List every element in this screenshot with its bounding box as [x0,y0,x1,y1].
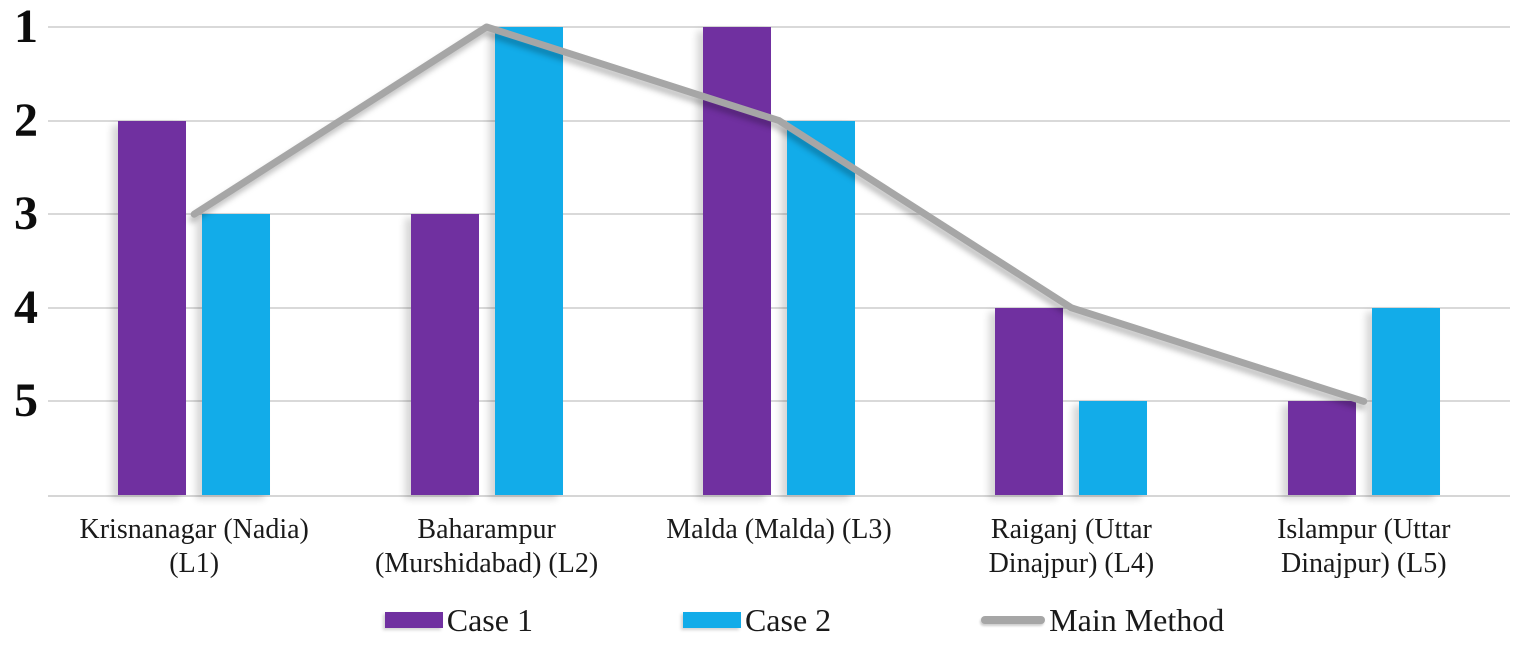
y-tick-label-2: 2 [14,93,38,147]
category-label-line: Krisnanagar (Nadia) [79,514,309,545]
bar-case-2-cat4 [1079,401,1148,495]
bar-case-1-cat4 [995,307,1064,495]
plot-area [48,23,1510,497]
bar-case-1-cat3 [703,27,771,495]
bar-case-2-cat5 [1371,307,1440,495]
legend-item-case-1: Case 1 [384,600,533,640]
legend-bar-swatch-case-1 [384,612,443,628]
legend-label: Main Method [1049,602,1225,638]
legend-item-case-2: Case 2 [682,600,832,640]
legend-item-main-method: Main Method [981,600,1224,640]
bar-case-2-cat3 [787,120,855,495]
category-label-2: Baharampur (Murshidabad) (L2) [337,513,637,581]
bar-case-1-cat5 [1287,401,1356,495]
y-tick-label-4: 4 [14,280,38,334]
category-label-5: Islampur (Uttar Dinajpur) (L5) [1214,513,1514,581]
category-label-line: (Murshidabad) (L2) [375,548,599,579]
category-label-4: Raiganj (Uttar Dinajpur) (L4) [921,513,1221,581]
legend-label: Case 1 [446,602,533,638]
x-axis-line [48,495,1510,497]
category-label-line: (L1) [169,548,220,579]
category-label-line: Islampur (Uttar [1277,514,1451,545]
y-tick-label-3: 3 [14,187,38,241]
y-tick-label-1: 1 [14,0,38,53]
gridline-rank-1 [48,26,1510,28]
bar-case-2-cat1 [202,214,271,495]
gridline-rank-2 [48,119,1510,122]
category-label-line: Dinajpur) (L4) [988,548,1155,579]
legend-line-swatch-main-method [981,616,1046,624]
category-label-3: Malda (Malda) (L3) [629,513,929,547]
legend-label: Case 2 [744,602,832,638]
y-tick-label-5: 5 [14,374,38,428]
category-label-line: Malda (Malda) (L3) [666,514,892,545]
category-label-line: Dinajpur) (L5) [1280,548,1447,579]
bar-case-1-cat1 [118,120,187,495]
category-label-line: Baharampur [417,514,556,545]
legend-bar-swatch-case-2 [682,612,741,628]
category-label-1: Krisnanagar (Nadia) (L1) [44,513,344,581]
bar-case-2-cat2 [494,27,563,495]
bar-case-1-cat2 [410,214,479,495]
legend: Case 1 Case 2 Main Method [40,600,1529,640]
category-label-line: Raiganj (Uttar [990,514,1152,545]
